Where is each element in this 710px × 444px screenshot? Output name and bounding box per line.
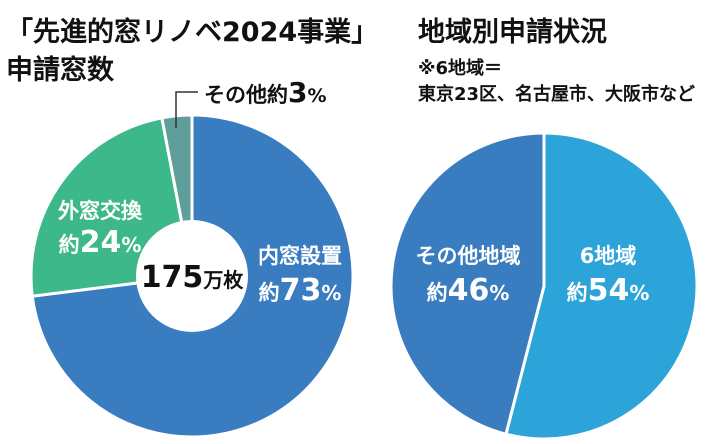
chart-title-regional: 地域別申請状況: [418, 17, 607, 48]
pie2-slice-1: [389, 131, 546, 437]
slice-value-outer-window: 約24%: [59, 225, 142, 260]
chart-title-window-count: 「先進的窓リノベ2024事業」 申請窓数: [6, 14, 378, 90]
slice-value-six-regions: 約54%: [567, 273, 650, 308]
donut-hole: [136, 220, 248, 332]
slice-value-other-regions: 約46%: [427, 273, 510, 308]
title-line-1: 「先進的窓リノベ2024事業」: [6, 17, 379, 48]
note-line-1: ※6地域＝: [418, 58, 503, 79]
leader-line-other: [175, 91, 198, 128]
title-line-2: 申請窓数: [6, 55, 114, 86]
note-line-2: 東京23区、名古屋市、大阪市など: [418, 84, 696, 105]
pie-chart-region: [389, 131, 699, 441]
slice-label-inner-window: 内窓設置: [258, 244, 342, 268]
slice-label-six-regions: 6地域: [580, 244, 637, 268]
pie2-slice-0: [504, 131, 699, 441]
donut-center-total: 175万枚: [141, 260, 245, 295]
slice-label-outer-window: 外窓交換: [58, 199, 143, 223]
slice-value-inner-window: 約73%: [259, 273, 342, 308]
slice-label-other: その他約3%: [204, 76, 327, 109]
slice-label-other-regions: その他地域: [416, 244, 521, 268]
